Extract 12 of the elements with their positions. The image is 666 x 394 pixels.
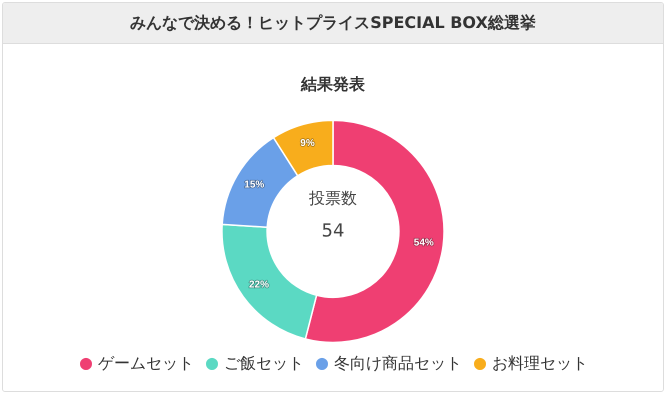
data-label: 15% (244, 179, 264, 190)
text: 54 (322, 220, 344, 242)
legend-label: 冬向け商品セット (334, 354, 462, 372)
data-label: 9% (300, 138, 315, 150)
data-label: 22% (248, 280, 270, 291)
legend-label: ゲームセット (98, 356, 194, 372)
data-label: 54% (414, 237, 434, 248)
legend-label: ご飯セット (224, 356, 304, 372)
chart-title: みんなで決める！ヒットプライスSPECIAL BOX総選挙 (3, 3, 663, 44)
legend-label: お料理セット (492, 354, 588, 372)
chart-subtitle: 結果発表 (300, 76, 366, 94)
text: 投票数 (308, 188, 357, 208)
